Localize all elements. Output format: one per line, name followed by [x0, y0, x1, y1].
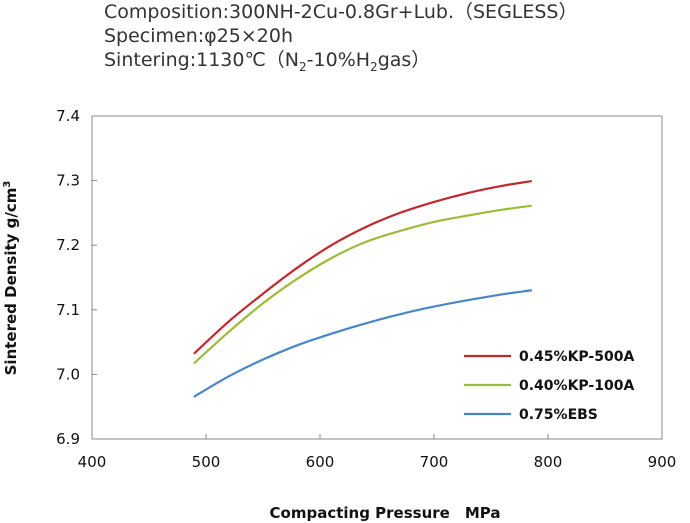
legend-label: 0.40%KP-100A: [519, 378, 634, 394]
x-tick-label: 900: [648, 453, 677, 471]
legend-label: 0.45%KP-500A: [519, 349, 634, 365]
y-tick-label: 7.1: [56, 301, 80, 319]
legend-label: 0.75%EBS: [519, 407, 598, 423]
series-line: [193, 289, 532, 398]
x-axis-ticks: 400 500 600 700 800 900: [78, 434, 677, 471]
y-axis-title: Sintered Density g/cm3: [2, 181, 20, 376]
series-line: [193, 180, 532, 355]
sintering-subscript-1: 2: [299, 59, 307, 74]
sintering-mid: -10%H: [306, 49, 371, 71]
legend: 0.45%KP-500A 0.40%KP-100A 0.75%EBS: [464, 349, 634, 423]
y-axis-title-superscript: 3: [2, 181, 13, 188]
plot-frame: [91, 115, 663, 440]
y-axis-title-main: Sintered Density g/cm: [2, 188, 20, 376]
sintering-text: Sintering:1130℃（N2-10%H2gas）: [104, 48, 578, 79]
y-tick-label: 7.0: [56, 365, 80, 383]
y-tick-label: 7.4: [56, 107, 80, 125]
x-tick-label: 700: [420, 453, 449, 471]
sintering-subscript-2: 2: [370, 59, 378, 74]
composition-text: Composition:300NH-2Cu-0.8Gr+Lub.（SEGLESS…: [104, 1, 578, 23]
y-tick-label: 7.3: [56, 172, 80, 190]
y-tick-label: 7.2: [56, 236, 80, 254]
sintering-prefix: Sintering:1130℃（N: [104, 49, 300, 71]
y-axis-ticks: 6.9 7.0 7.1 7.2 7.3 7.4: [56, 107, 97, 448]
x-axis-title: Compacting Pressure MPa: [270, 504, 501, 522]
series-line: [193, 204, 532, 364]
sintering-suffix: gas）: [377, 49, 431, 71]
y-tick-label: 6.9: [56, 430, 80, 448]
chart-header: Composition:300NH-2Cu-0.8Gr+Lub.（SEGLESS…: [104, 0, 578, 79]
x-tick-label: 600: [306, 453, 335, 471]
x-tick-label: 500: [192, 453, 221, 471]
specimen-text: Specimen:φ25×20h: [104, 25, 294, 47]
series-lines: [193, 180, 532, 398]
x-tick-label: 800: [534, 453, 563, 471]
x-tick-label: 400: [78, 453, 107, 471]
